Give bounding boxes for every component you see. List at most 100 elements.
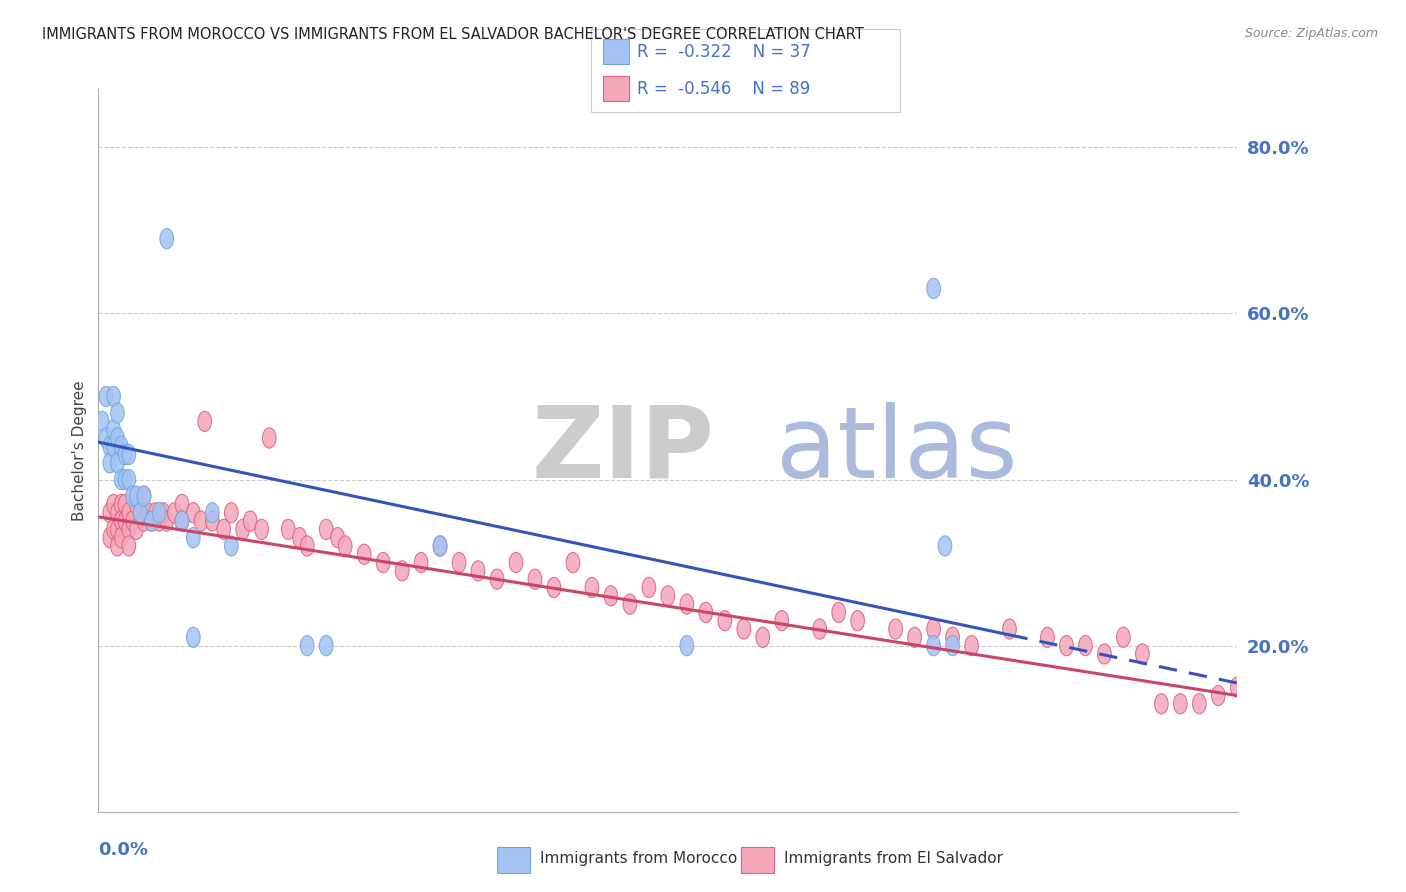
Ellipse shape (946, 635, 959, 656)
Text: 0.0%: 0.0% (98, 841, 149, 859)
Ellipse shape (281, 519, 295, 540)
Ellipse shape (152, 511, 166, 531)
Ellipse shape (118, 511, 132, 531)
Ellipse shape (547, 577, 561, 598)
Ellipse shape (107, 419, 121, 440)
Ellipse shape (100, 386, 112, 407)
Ellipse shape (433, 536, 447, 556)
Ellipse shape (198, 411, 211, 432)
FancyBboxPatch shape (603, 39, 630, 64)
Ellipse shape (149, 502, 162, 523)
Ellipse shape (661, 586, 675, 606)
Ellipse shape (96, 411, 110, 432)
Ellipse shape (1078, 635, 1092, 656)
Ellipse shape (134, 502, 148, 523)
Ellipse shape (377, 552, 389, 573)
Ellipse shape (927, 635, 941, 656)
Ellipse shape (114, 469, 128, 490)
Ellipse shape (107, 519, 121, 540)
Ellipse shape (187, 527, 200, 548)
Ellipse shape (330, 527, 344, 548)
Ellipse shape (965, 635, 979, 656)
Ellipse shape (129, 486, 143, 507)
Ellipse shape (1174, 694, 1187, 714)
Ellipse shape (453, 552, 465, 573)
Ellipse shape (254, 519, 269, 540)
Ellipse shape (114, 527, 128, 548)
Ellipse shape (111, 502, 124, 523)
Ellipse shape (832, 602, 845, 623)
Ellipse shape (681, 594, 693, 615)
Ellipse shape (194, 511, 208, 531)
Ellipse shape (125, 511, 139, 531)
Ellipse shape (125, 486, 139, 507)
Ellipse shape (167, 502, 181, 523)
Ellipse shape (114, 494, 128, 515)
Ellipse shape (775, 611, 789, 631)
Ellipse shape (205, 511, 219, 531)
Ellipse shape (415, 552, 427, 573)
Ellipse shape (111, 403, 124, 423)
Ellipse shape (111, 428, 124, 448)
Ellipse shape (643, 577, 655, 598)
Ellipse shape (889, 619, 903, 640)
Ellipse shape (813, 619, 827, 640)
Text: Immigrants from El Salvador: Immigrants from El Salvador (783, 851, 1002, 866)
Ellipse shape (205, 502, 219, 523)
Ellipse shape (471, 561, 485, 581)
Ellipse shape (100, 428, 112, 448)
Text: R =  -0.546    N = 89: R = -0.546 N = 89 (637, 80, 810, 98)
Ellipse shape (141, 502, 155, 523)
Ellipse shape (1060, 635, 1073, 656)
Ellipse shape (851, 611, 865, 631)
Ellipse shape (737, 619, 751, 640)
Ellipse shape (118, 494, 132, 515)
Ellipse shape (187, 502, 200, 523)
FancyBboxPatch shape (591, 29, 900, 112)
Ellipse shape (152, 502, 166, 523)
Ellipse shape (623, 594, 637, 615)
Text: ZIP: ZIP (531, 402, 714, 499)
Ellipse shape (118, 444, 132, 465)
Ellipse shape (927, 619, 941, 640)
Ellipse shape (263, 428, 276, 448)
Ellipse shape (946, 627, 959, 648)
Ellipse shape (160, 228, 173, 249)
Ellipse shape (122, 502, 135, 523)
Ellipse shape (1136, 644, 1149, 664)
Ellipse shape (292, 527, 307, 548)
Ellipse shape (145, 511, 159, 531)
Ellipse shape (319, 635, 333, 656)
Ellipse shape (585, 577, 599, 598)
Ellipse shape (1212, 685, 1225, 706)
Ellipse shape (301, 536, 314, 556)
Ellipse shape (491, 569, 503, 590)
Ellipse shape (122, 536, 135, 556)
Ellipse shape (114, 436, 128, 457)
Ellipse shape (339, 536, 352, 556)
Ellipse shape (319, 519, 333, 540)
Ellipse shape (134, 502, 148, 523)
FancyBboxPatch shape (496, 847, 530, 872)
Ellipse shape (1230, 677, 1244, 698)
Ellipse shape (122, 444, 135, 465)
FancyBboxPatch shape (603, 76, 630, 101)
Ellipse shape (103, 527, 117, 548)
Ellipse shape (103, 453, 117, 473)
FancyBboxPatch shape (741, 847, 775, 872)
Ellipse shape (138, 486, 150, 507)
Ellipse shape (176, 511, 188, 531)
Ellipse shape (605, 586, 617, 606)
Ellipse shape (129, 519, 143, 540)
Ellipse shape (243, 511, 257, 531)
Ellipse shape (160, 511, 173, 531)
Ellipse shape (176, 494, 188, 515)
Ellipse shape (927, 278, 941, 299)
Ellipse shape (111, 453, 124, 473)
Ellipse shape (156, 502, 170, 523)
Ellipse shape (103, 436, 117, 457)
Ellipse shape (225, 502, 238, 523)
Ellipse shape (138, 486, 150, 507)
Ellipse shape (217, 519, 231, 540)
Ellipse shape (529, 569, 541, 590)
